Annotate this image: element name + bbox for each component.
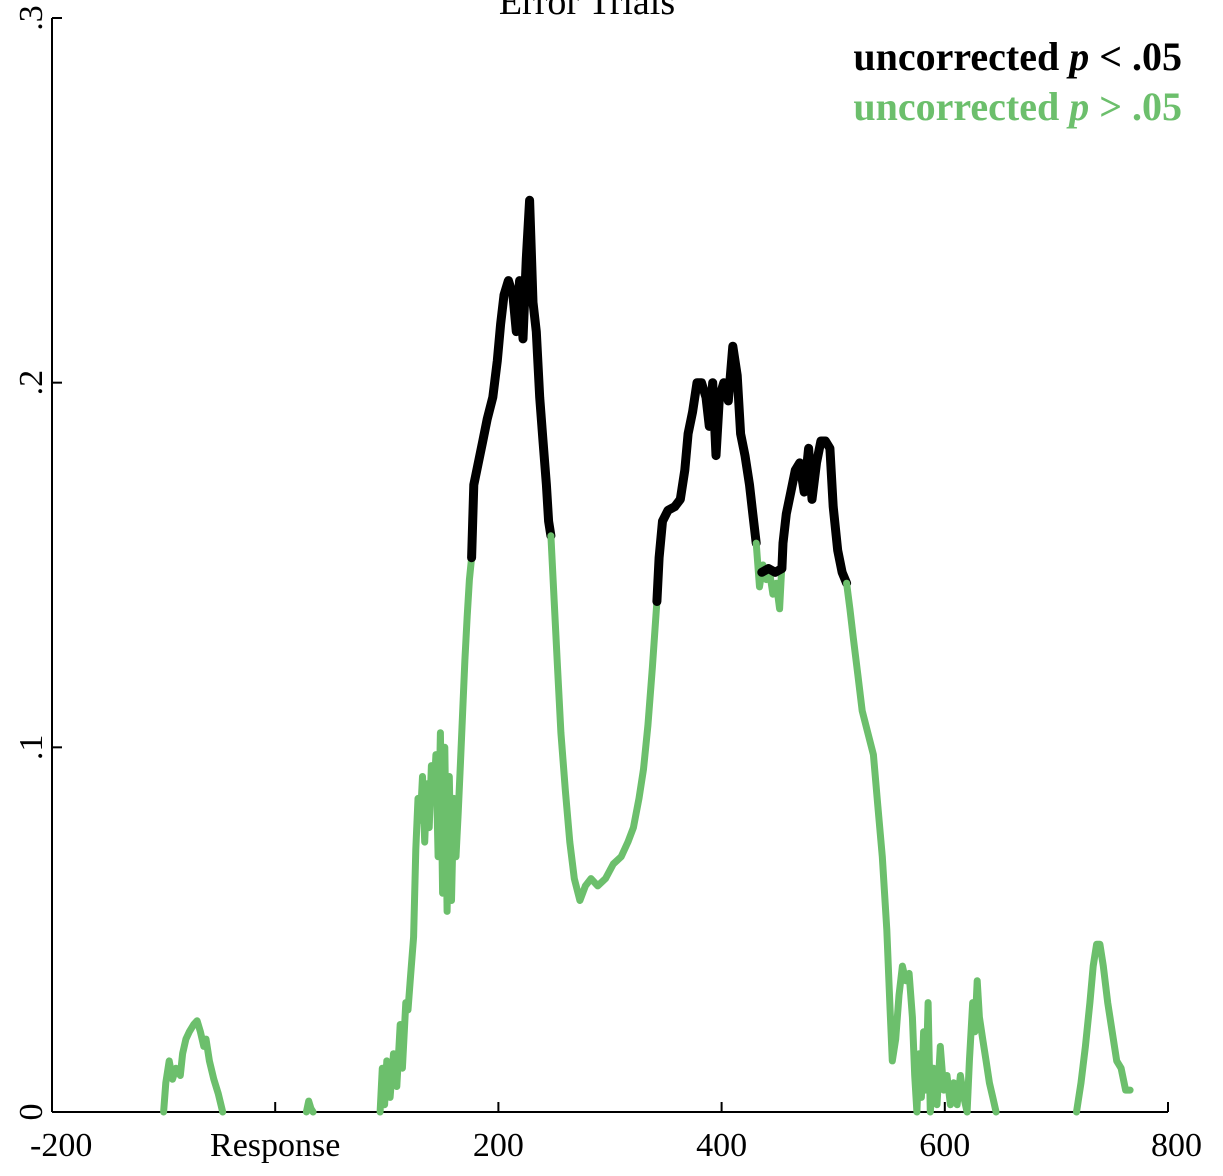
- legend-p-symbol: p: [1066, 34, 1089, 79]
- x-tick-label: Response: [210, 1127, 340, 1164]
- y-tick-label: .2: [13, 370, 50, 396]
- series-line-nonsignificant: [160, 1017, 227, 1116]
- y-tick-label: 0: [13, 1104, 50, 1121]
- x-tick-label: -200: [30, 1127, 92, 1164]
- chart-title: Error Trials: [499, 0, 675, 23]
- series-line-significant: [467, 195, 556, 563]
- legend-entry: uncorrected p > .05: [853, 84, 1182, 129]
- series-layer: [160, 195, 1134, 1116]
- series-line-nonsignificant: [547, 532, 661, 904]
- legend-p-symbol: p: [1066, 84, 1089, 129]
- x-tick-label: 200: [473, 1127, 524, 1164]
- axes: -200 Response 200 400 600 800 0 .1 .2 .3: [13, 5, 1202, 1164]
- series-line-nonsignificant: [376, 554, 476, 1116]
- x-tick-label: 600: [919, 1127, 970, 1164]
- series-line-nonsignificant: [843, 579, 1000, 1116]
- y-tick-label: .1: [13, 735, 50, 761]
- series-line-significant: [757, 436, 852, 588]
- x-tick-label: 800: [1151, 1127, 1202, 1164]
- y-tick-label: .3: [13, 5, 50, 31]
- legend-threshold: > .05: [1089, 84, 1182, 129]
- series-line-nonsignificant: [1073, 940, 1134, 1116]
- x-tick-label: 400: [696, 1127, 747, 1164]
- series-line-nonsignificant: [302, 1097, 317, 1116]
- legend-entry: uncorrected p < .05: [853, 34, 1182, 79]
- legend-label: uncorrected: [853, 84, 1069, 129]
- series-line-significant: [652, 341, 761, 606]
- legend-label: uncorrected: [853, 34, 1069, 79]
- legend-threshold: < .05: [1089, 34, 1182, 79]
